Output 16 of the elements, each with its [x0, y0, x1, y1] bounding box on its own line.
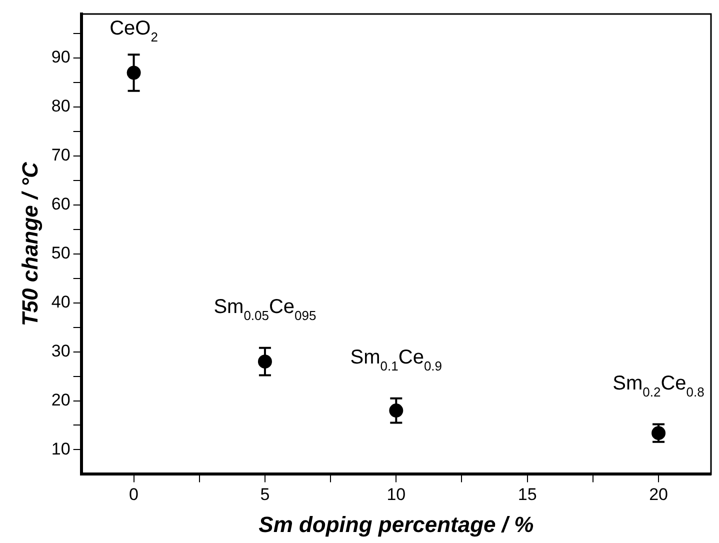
x-tick-label: 0: [129, 485, 139, 504]
y-tick-label: 60: [51, 194, 70, 214]
y-tick-label: 30: [51, 341, 70, 360]
x-tick-label: 20: [649, 485, 668, 504]
y-tick-label: 50: [51, 244, 70, 263]
x-tick-label: 10: [386, 485, 406, 504]
y-tick-label: 70: [51, 146, 70, 165]
y-tick-label: 90: [51, 48, 70, 67]
y-tick-label: 20: [51, 390, 70, 410]
x-tick-label: 15: [518, 485, 537, 504]
y-tick-label: 10: [51, 439, 70, 458]
y-axis-title: T50 change / °C: [17, 160, 42, 326]
y-tick-label: 40: [51, 292, 70, 312]
x-tick-label: 5: [260, 485, 270, 504]
y-tick-label: 80: [51, 96, 70, 116]
x-axis-title: Sm doping percentage / %: [258, 512, 534, 537]
